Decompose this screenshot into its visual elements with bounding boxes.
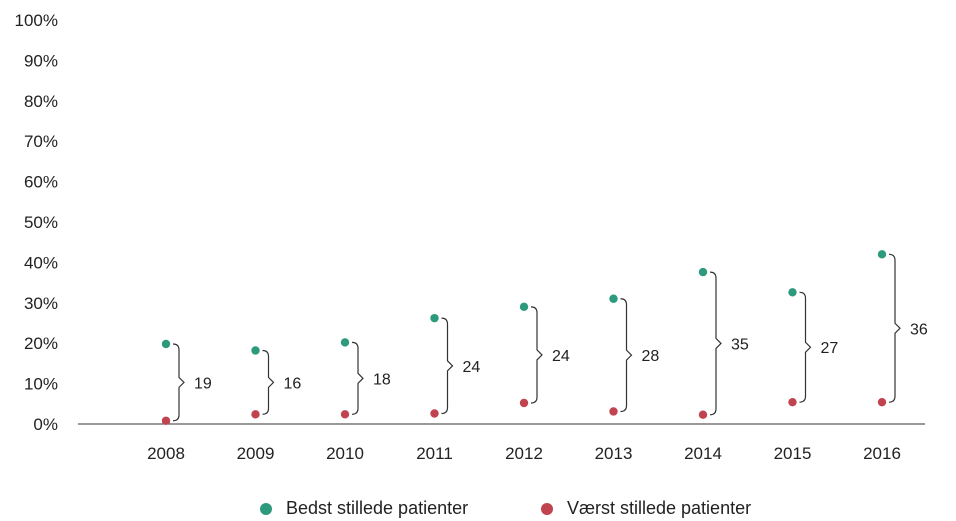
x-tick-label: 2014 <box>684 444 722 463</box>
point-worst <box>251 410 260 419</box>
gap-label: 27 <box>821 340 839 357</box>
y-tick-label: 60% <box>24 173 58 192</box>
y-tick-label: 80% <box>24 92 58 111</box>
point-worst <box>877 397 887 407</box>
legend-marker-best <box>260 502 272 515</box>
gap-label: 28 <box>642 348 660 365</box>
x-axis: 2008 2009 2010 2011 2012 2013 2014 2015 2016 <box>147 444 901 463</box>
point-worst <box>519 398 529 408</box>
point-best <box>877 250 887 259</box>
point-best <box>519 302 529 312</box>
y-tick-label: 70% <box>24 132 58 151</box>
x-tick-label: 2009 <box>237 444 275 463</box>
legend-marker-worst <box>541 502 553 515</box>
y-tick-label: 30% <box>24 294 58 313</box>
gap-label: 16 <box>284 375 302 392</box>
y-tick-label: 50% <box>24 213 58 232</box>
legend-label-best: Bedst stillede patienter <box>286 498 469 518</box>
y-tick-label: 40% <box>24 253 58 272</box>
gap-brace <box>530 306 543 404</box>
gap-brace <box>351 341 364 415</box>
legend-item-best: Bedst stillede patienter <box>260 498 468 519</box>
gap-label: 24 <box>463 359 481 376</box>
legend: Bedst stillede patienter Værst stillede … <box>0 498 956 520</box>
gap-label: 24 <box>552 348 570 365</box>
gap-brace <box>799 291 812 403</box>
gap-label: 36 <box>910 321 928 338</box>
point-best <box>340 338 350 347</box>
point-worst <box>340 410 350 419</box>
point-best <box>698 267 708 277</box>
gap-brace <box>888 253 901 403</box>
y-tick-label: 90% <box>24 51 58 70</box>
gap-label: 35 <box>731 336 749 353</box>
point-worst <box>430 409 439 418</box>
y-tick-label: 20% <box>24 334 58 353</box>
gap-label: 18 <box>373 371 391 388</box>
point-best <box>251 346 260 355</box>
y-tick-label: 0% <box>33 415 58 434</box>
legend-item-worst: Værst stillede patienter <box>541 498 751 519</box>
y-axis: 0% 10% 20% 30% 40% 50% 60% 70% 80% 90% 100% <box>15 11 58 434</box>
point-best <box>430 313 439 323</box>
y-tick-label: 100% <box>15 11 58 30</box>
point-worst <box>788 397 797 407</box>
x-tick-label: 2011 <box>416 444 453 463</box>
gap-brace <box>262 349 275 415</box>
point-best <box>609 294 618 303</box>
gap-brace <box>172 343 185 422</box>
x-tick-label: 2013 <box>595 444 633 463</box>
point-best <box>788 288 797 297</box>
legend-label-worst: Værst stillede patienter <box>567 498 752 518</box>
y-tick-label: 10% <box>24 375 58 394</box>
gap-brace <box>620 298 633 413</box>
point-worst <box>698 410 708 419</box>
data-points <box>161 250 887 425</box>
x-tick-label: 2010 <box>326 444 364 463</box>
point-worst <box>161 416 171 425</box>
point-worst <box>609 407 618 416</box>
gap-brace <box>441 317 454 415</box>
x-tick-label: 2016 <box>863 444 901 463</box>
gap-braces: 19 16 18 24 24 28 35 27 36 <box>172 253 928 422</box>
gap-label: 19 <box>194 375 212 392</box>
x-tick-label: 2015 <box>774 444 812 463</box>
x-tick-label: 2012 <box>505 444 543 463</box>
gap-brace <box>709 271 722 416</box>
point-best <box>161 339 171 349</box>
x-tick-label: 2008 <box>147 444 185 463</box>
